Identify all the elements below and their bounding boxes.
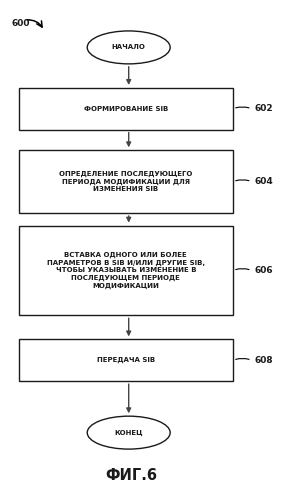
- Text: 608: 608: [255, 356, 273, 365]
- Text: ВСТАВКА ОДНОГО ИЛИ БОЛЕЕ
ПАРАМЕТРОВ В SIB И/ИЛИ ДРУГИЕ SIB,
ЧТОБЫ УКАЗЫВАТЬ ИЗМЕ: ВСТАВКА ОДНОГО ИЛИ БОЛЕЕ ПАРАМЕТРОВ В SI…: [47, 252, 205, 289]
- Text: ФОРМИРОВАНИЕ SIB: ФОРМИРОВАНИЕ SIB: [84, 106, 168, 112]
- Text: ПЕРЕДАЧА SIB: ПЕРЕДАЧА SIB: [97, 357, 155, 363]
- FancyBboxPatch shape: [19, 150, 233, 213]
- Text: 606: 606: [255, 266, 273, 275]
- Text: ОПРЕДЕЛЕНИЕ ПОСЛЕДУЮЩЕГО
ПЕРИОДА МОДИФИКАЦИИ ДЛЯ
ИЗМЕНЕНИЯ SIB: ОПРЕДЕЛЕНИЕ ПОСЛЕДУЮЩЕГО ПЕРИОДА МОДИФИК…: [59, 171, 192, 193]
- Text: 600: 600: [11, 19, 30, 28]
- Text: 602: 602: [255, 104, 273, 113]
- Ellipse shape: [87, 416, 170, 449]
- Text: ФИГ.6: ФИГ.6: [106, 468, 158, 483]
- FancyBboxPatch shape: [19, 88, 233, 130]
- FancyBboxPatch shape: [19, 226, 233, 315]
- Ellipse shape: [87, 31, 170, 64]
- Text: 604: 604: [255, 177, 273, 186]
- FancyBboxPatch shape: [19, 339, 233, 381]
- Text: НАЧАЛО: НАЧАЛО: [112, 44, 146, 50]
- Text: КОНЕЦ: КОНЕЦ: [114, 430, 143, 436]
